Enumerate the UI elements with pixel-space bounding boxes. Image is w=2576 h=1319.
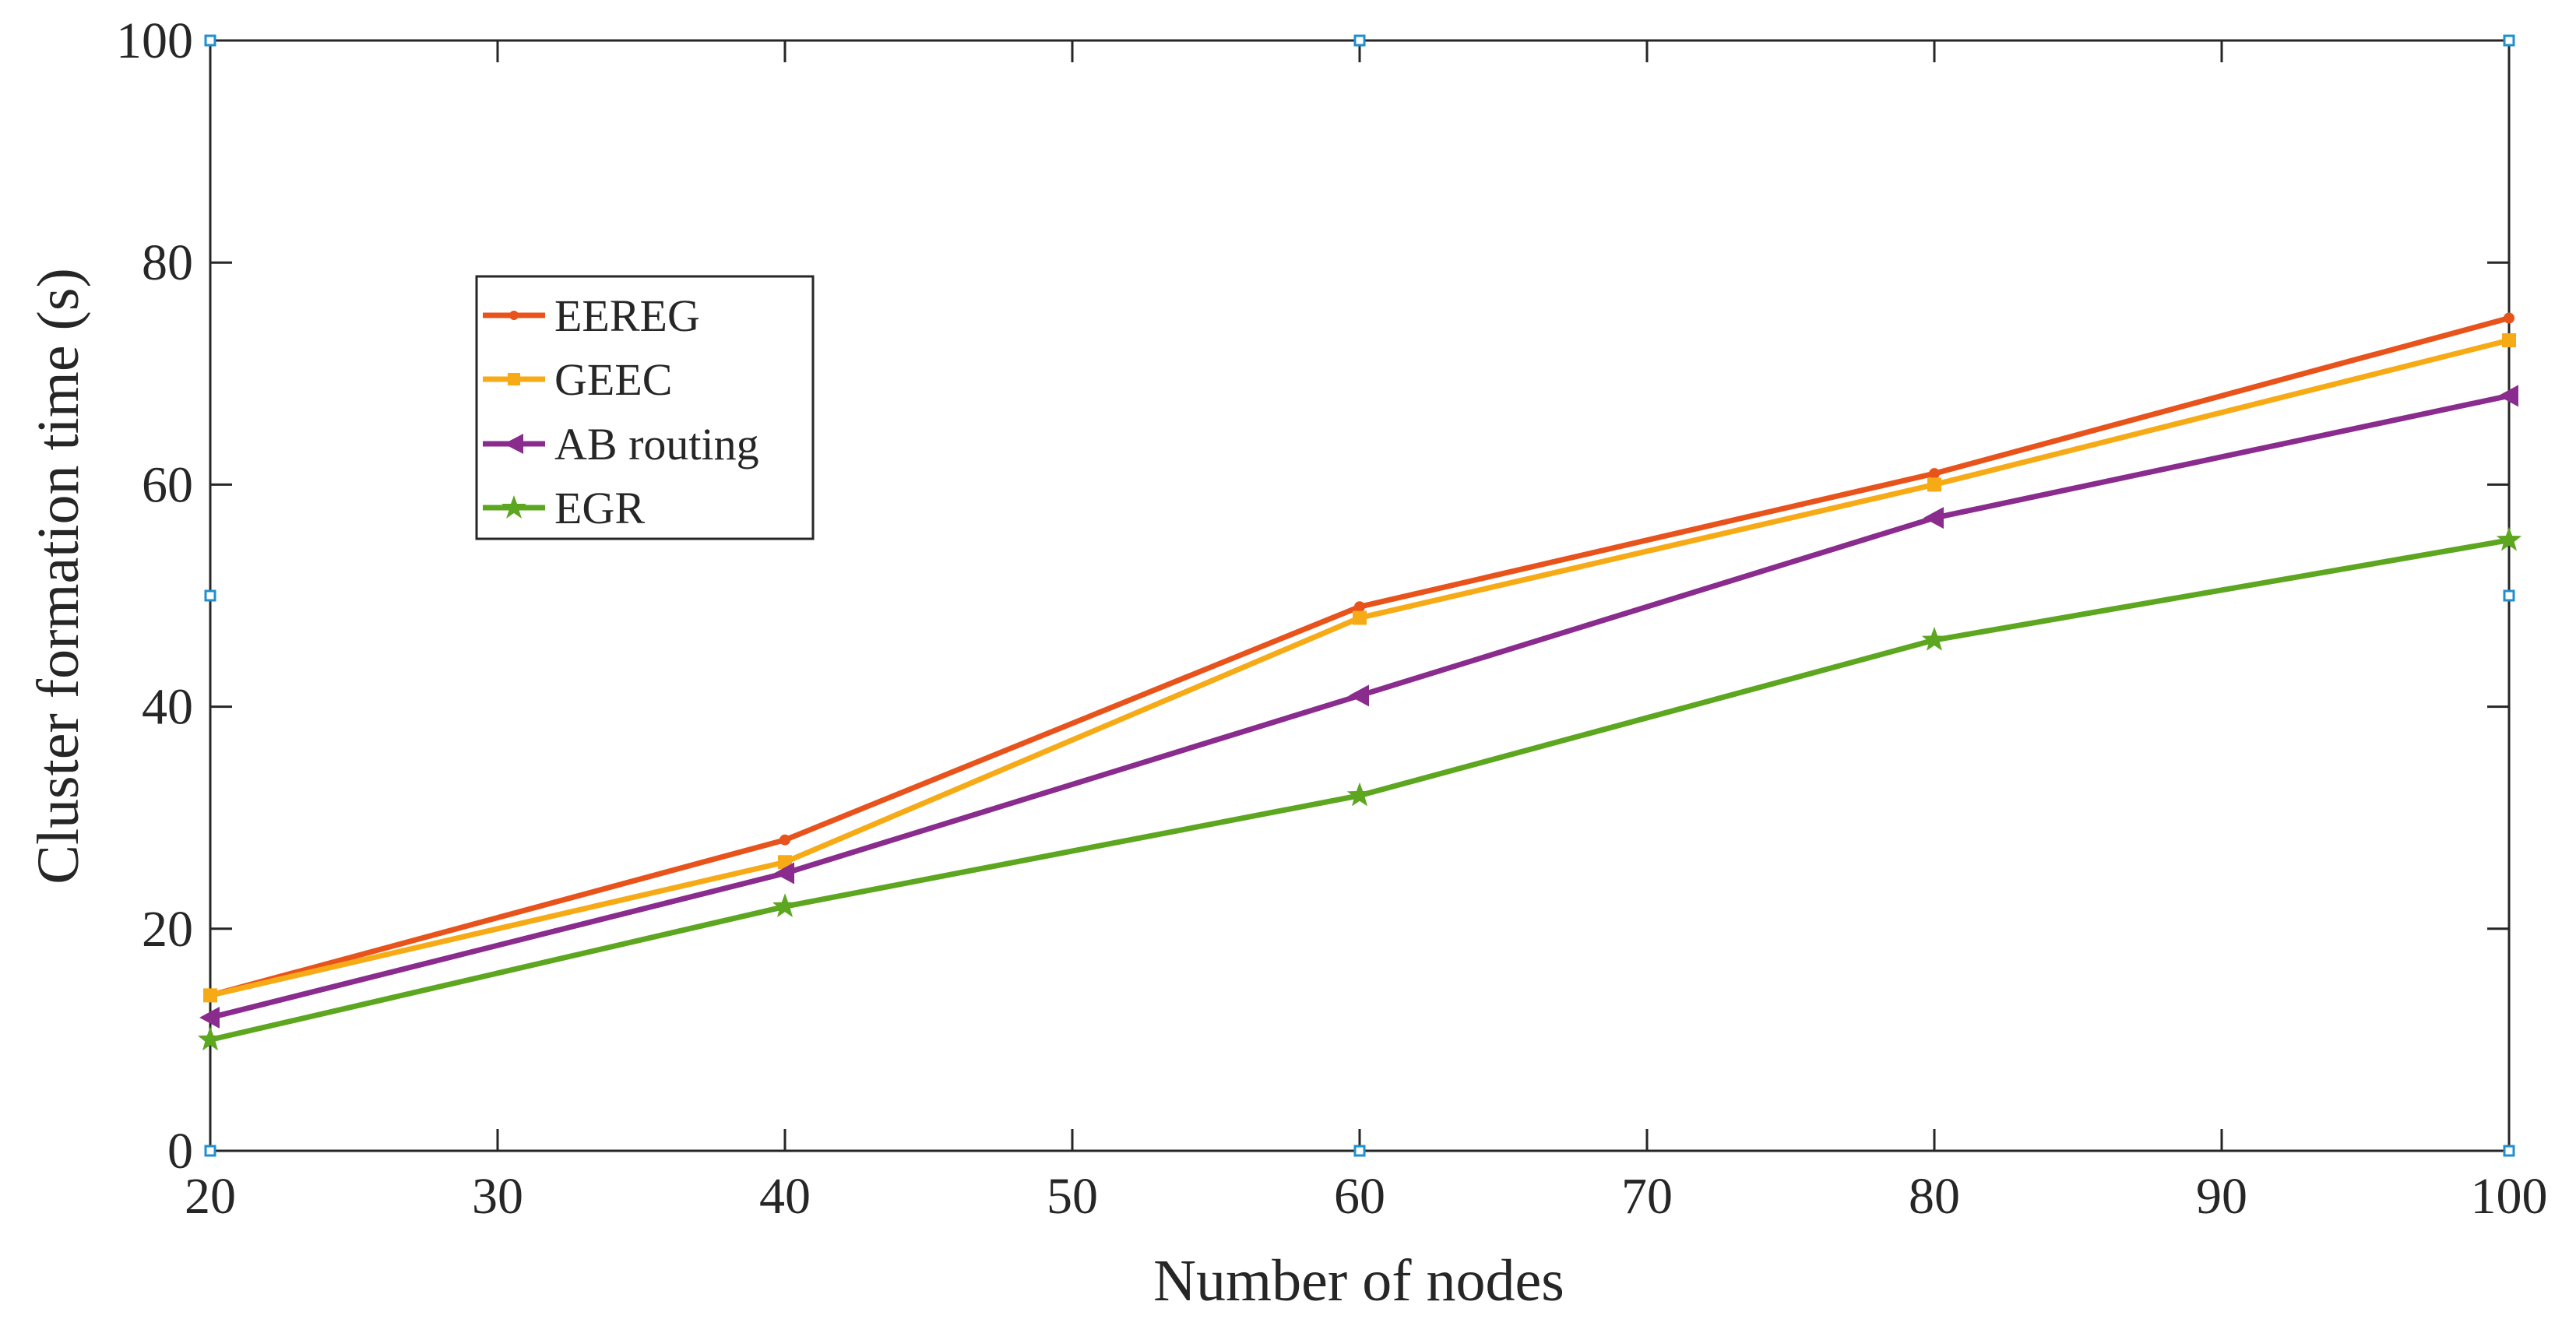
frame-handle-6 <box>1353 1145 1366 1157</box>
legend-box <box>475 275 815 540</box>
data-point-eereg-40 <box>779 834 790 846</box>
x-tick-label-40: 40 <box>759 1168 811 1225</box>
legend-label-eereg: EEREG <box>554 290 700 341</box>
legend-entry-eereg: EEREG <box>483 290 700 341</box>
legend-label-egr: EGR <box>554 483 645 533</box>
x-tick-label-30: 30 <box>472 1168 523 1225</box>
legend-label-geec: GEEC <box>554 354 672 405</box>
data-point-geec-60 <box>1353 610 1367 625</box>
data-point-ab-routing-60 <box>1349 684 1369 707</box>
y-tick-label-100: 100 <box>116 12 193 69</box>
data-point-ab-routing-40 <box>774 862 794 885</box>
y-tick-label-0: 0 <box>167 1123 193 1180</box>
legend-marker-egr <box>501 495 526 519</box>
frame-handle-7 <box>2503 1145 2515 1157</box>
frame-handle-5 <box>204 1145 216 1157</box>
data-point-eereg-100 <box>2504 312 2514 324</box>
data-point-egr-80 <box>1921 627 1948 651</box>
data-point-ab-routing-20 <box>199 1006 220 1029</box>
data-point-geec-20 <box>203 988 217 1003</box>
data-point-geec-100 <box>2502 333 2516 348</box>
legend-entry-egr: EGR <box>483 483 645 533</box>
legend-entry-geec: GEEC <box>483 354 672 405</box>
legend-marker-ab-routing <box>504 434 523 454</box>
legend-marker-geec <box>508 373 520 385</box>
legend-entry-ab-routing: AB routing <box>483 419 759 470</box>
data-point-ab-routing-100 <box>2498 385 2518 407</box>
x-axis-title: Number of nodes <box>1153 1248 1564 1314</box>
data-point-egr-40 <box>772 893 798 917</box>
data-point-egr-100 <box>2496 526 2522 551</box>
data-point-egr-20 <box>197 1026 223 1051</box>
data-point-ab-routing-80 <box>1923 507 1944 529</box>
legend-marker-eereg <box>509 311 519 320</box>
x-tick-label-90: 90 <box>2196 1168 2247 1225</box>
y-axis-title: Cluster formation time (s) <box>26 268 91 885</box>
x-tick-label-70: 70 <box>1621 1168 1673 1225</box>
y-tick-label-80: 80 <box>142 234 193 291</box>
frame-handle-0 <box>204 34 216 47</box>
plot-frame <box>209 39 2511 1152</box>
x-tick-label-80: 80 <box>1909 1168 1960 1225</box>
x-tick-label-100: 100 <box>2471 1168 2548 1225</box>
frame-handle-2 <box>2503 34 2515 47</box>
y-tick-label-60: 60 <box>142 456 193 513</box>
x-tick-label-50: 50 <box>1047 1168 1098 1225</box>
y-tick-label-20: 20 <box>142 901 193 958</box>
frame-handle-4 <box>2503 589 2515 602</box>
y-tick-label-40: 40 <box>142 679 193 736</box>
data-point-eereg-80 <box>1929 468 1940 480</box>
data-point-egr-60 <box>1346 782 1373 807</box>
data-point-geec-80 <box>1927 477 1941 492</box>
frame-handle-3 <box>204 589 216 602</box>
frame-handle-1 <box>1353 34 1366 47</box>
data-point-eereg-60 <box>1354 601 1365 613</box>
legend-label-ab-routing: AB routing <box>554 419 759 470</box>
x-tick-label-60: 60 <box>1334 1168 1385 1225</box>
legend: EEREG GEEC AB routing EGR <box>475 275 815 540</box>
x-tick-label-20: 20 <box>185 1168 236 1225</box>
